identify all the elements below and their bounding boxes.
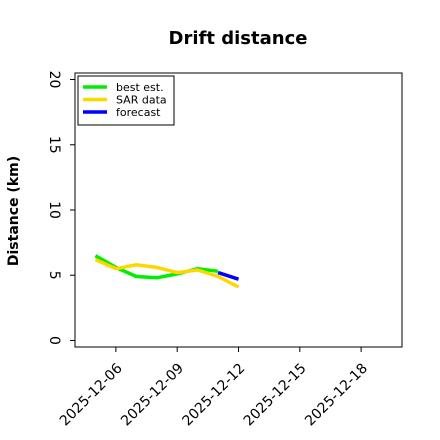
chart-title: Drift distance (169, 28, 308, 49)
y-axis-label: Distance (km) (6, 156, 22, 266)
y-axis: 0 5 10 15 20 (46, 71, 75, 345)
y-tick-label: 10 (46, 201, 62, 219)
legend-label: SAR data (116, 94, 167, 107)
y-tick-label: 5 (46, 271, 62, 280)
legend-label: best est. (116, 81, 164, 94)
series-line-forecast (217, 270, 240, 281)
x-tick-label: 2025-12-06 (57, 360, 126, 429)
x-tick-label: 2025-12-15 (241, 361, 310, 430)
x-axis: 2025-12-062025-12-092025-12-122025-12-15… (57, 347, 371, 429)
x-tick-label: 2025-12-12 (179, 361, 248, 430)
x-tick-label: 2025-12-09 (118, 361, 187, 430)
y-tick-label: 20 (46, 71, 62, 89)
y-tick-label: 15 (46, 136, 62, 154)
y-tick-label: 0 (46, 336, 62, 345)
series-lines (94, 254, 240, 289)
x-tick-label: 2025-12-18 (302, 361, 371, 430)
series-line-sar-data (94, 258, 240, 289)
legend-label: forecast (116, 106, 161, 119)
